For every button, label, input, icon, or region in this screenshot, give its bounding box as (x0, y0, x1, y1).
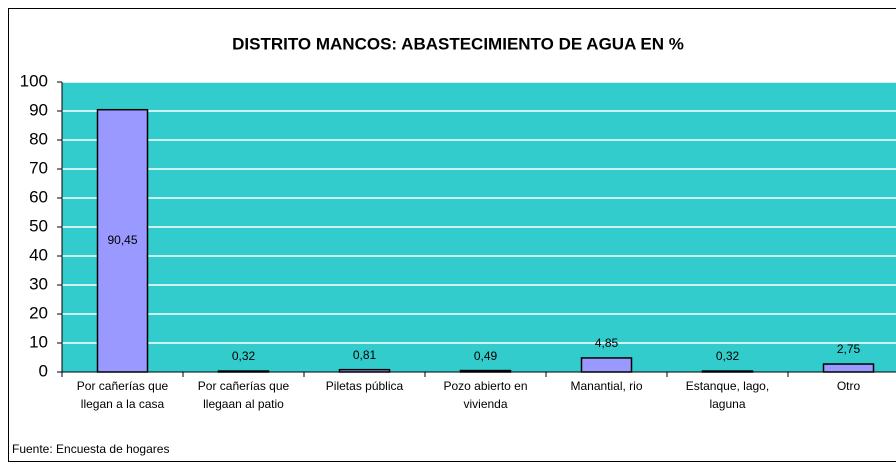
chart-title: DISTRITO MANCOS: ABASTECIMIENTO DE AGUA … (232, 34, 684, 53)
y-tick-label: 0 (39, 361, 48, 380)
y-tick-label: 100 (20, 71, 48, 90)
x-tick-label: Por cañerías que llegaan al patio (198, 379, 290, 411)
x-tick-label: Piletas pública (326, 379, 404, 393)
y-tick-label: 40 (29, 245, 48, 264)
bar (701, 370, 754, 373)
x-tick-label: Pozo abierto en vivienda (443, 379, 527, 411)
y-tick-label: 50 (29, 216, 48, 235)
bar (338, 368, 391, 373)
y-tick-label: 60 (29, 187, 48, 206)
bar (459, 369, 512, 373)
y-tick-label: 20 (29, 303, 48, 322)
y-tick-label: 30 (29, 274, 48, 293)
value-label: 2,75 (837, 342, 861, 356)
value-label: 0,32 (232, 349, 256, 363)
x-tick-label: Manantial, rio (570, 379, 642, 393)
x-tick-label: Por cañerías que llegan a la casa (77, 379, 169, 411)
source-note: Fuente: Encuesta de hogares (12, 442, 169, 456)
value-label: 4,85 (595, 336, 619, 350)
x-tick-label: Otro (837, 379, 861, 393)
y-tick-label: 80 (29, 129, 48, 148)
bar (822, 363, 875, 373)
bar (96, 108, 149, 373)
y-tick-label: 10 (29, 332, 48, 351)
bar (217, 370, 270, 373)
y-tick-label: 70 (29, 158, 48, 177)
value-label: 0,32 (716, 349, 740, 363)
value-label: 0,81 (353, 348, 377, 362)
y-tick-label: 90 (29, 100, 48, 119)
bar (580, 357, 633, 373)
x-tick-label: Estanque, lago, laguna (686, 379, 769, 411)
value-label: 90,45 (107, 233, 137, 247)
value-label: 0,49 (474, 349, 498, 363)
